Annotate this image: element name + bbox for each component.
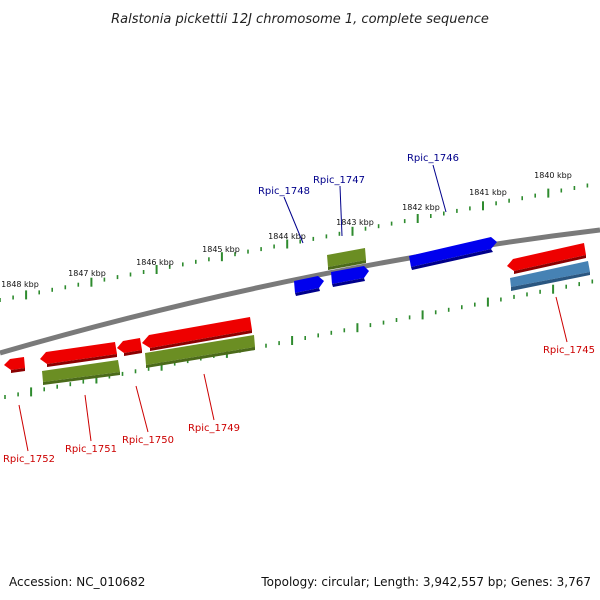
- reverse-scale-ticks: [4, 279, 594, 399]
- scale-labels: 1840 kbp 1841 kbp 1842 kbp 1843 kbp 1844…: [1, 171, 572, 289]
- feature-rpic-1750-cds[interactable]: [117, 338, 142, 356]
- feature-rpic-1745-cds[interactable]: [507, 243, 586, 274]
- leader-rpic-1745: [555, 296, 568, 343]
- feature-rpic-1749-gene[interactable]: [145, 335, 255, 368]
- gene-label-rpic-1749[interactable]: Rpic_1749: [188, 423, 240, 434]
- gene-label-rpic-1750[interactable]: Rpic_1750: [122, 435, 174, 446]
- topology-summary: Topology: circular; Length: 3,942,557 bp…: [260, 575, 591, 589]
- accession-text: Accession: NC_010682: [9, 575, 145, 589]
- feature-rpic-1747-cds[interactable]: [331, 266, 369, 287]
- kbp-label-1843: 1843 kbp: [336, 218, 374, 227]
- chromosome-backbone: [0, 227, 600, 356]
- gene-label-rpic-1748[interactable]: Rpic_1748: [258, 186, 310, 197]
- feature-rpic-1748[interactable]: [294, 276, 324, 296]
- feature-rpic-1751-cds[interactable]: [40, 342, 117, 367]
- gene-label-rpic-1752[interactable]: Rpic_1752: [3, 454, 55, 465]
- kbp-label-1847: 1847 kbp: [68, 269, 106, 278]
- leader-rpic-1750: [135, 385, 149, 433]
- feature-rpic-1745-rna[interactable]: [510, 261, 590, 291]
- feature-rpic-1747-gene[interactable]: [327, 248, 366, 270]
- leader-rpic-1749: [203, 373, 215, 421]
- gene-label-rpic-1751[interactable]: Rpic_1751: [65, 444, 117, 455]
- feature-rpic-1751-gene[interactable]: [42, 360, 120, 385]
- kbp-label-1842: 1842 kbp: [402, 203, 440, 212]
- forward-scale-ticks: [0, 183, 589, 302]
- kbp-label-1846: 1846 kbp: [136, 258, 174, 267]
- kbp-label-1841: 1841 kbp: [469, 188, 507, 197]
- feature-rpic-1752-cds[interactable]: [4, 357, 25, 373]
- feature-rpic-1749-cds[interactable]: [142, 317, 252, 351]
- kbp-label-1840: 1840 kbp: [534, 171, 572, 180]
- feature-rpic-1746[interactable]: [409, 237, 497, 270]
- leader-rpic-1752: [18, 404, 29, 452]
- kbp-label-1848: 1848 kbp: [1, 280, 39, 289]
- leader-rpic-1748: [283, 196, 304, 244]
- kbp-label-1844: 1844 kbp: [268, 232, 306, 241]
- map-title: Ralstonia pickettii 12J chromosome 1, co…: [111, 12, 489, 27]
- leader-rpic-1747: [339, 185, 343, 237]
- leader-rpic-1751: [84, 394, 92, 442]
- label-leaders: [18, 164, 568, 452]
- leader-rpic-1746: [432, 164, 447, 213]
- gene-label-rpic-1746[interactable]: Rpic_1746: [407, 153, 459, 164]
- kbp-label-1845: 1845 kbp: [202, 245, 240, 254]
- gene-label-rpic-1747[interactable]: Rpic_1747: [313, 175, 365, 186]
- gene-label-rpic-1745[interactable]: Rpic_1745: [543, 345, 595, 356]
